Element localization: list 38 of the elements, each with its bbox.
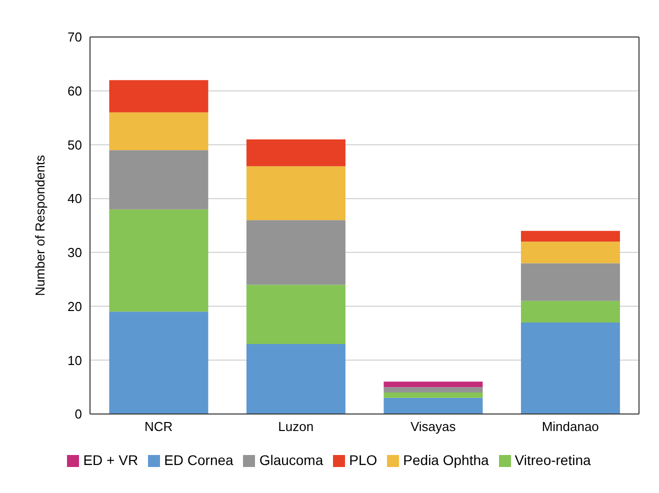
- bar: [384, 398, 483, 414]
- y-axis-title: Number of Respondents: [32, 154, 48, 296]
- bar: [520, 230, 620, 242]
- bar: [246, 344, 346, 414]
- y-tick-label: 40: [68, 191, 82, 206]
- bar: [520, 263, 620, 301]
- bar: [109, 312, 208, 414]
- bar: [520, 300, 620, 322]
- y-tick-label: 50: [68, 137, 82, 152]
- bar: [384, 382, 483, 388]
- bar: [109, 209, 208, 312]
- x-tick-label: Visayas: [410, 419, 456, 434]
- y-tick-label: 10: [68, 352, 82, 368]
- legend-label: Glaucoma: [259, 452, 324, 468]
- y-tick-label: 0: [74, 406, 82, 422]
- bar: [246, 220, 346, 285]
- bar: [109, 150, 208, 210]
- x-tick-label: Luzon: [278, 419, 314, 434]
- y-tick-label: 30: [68, 245, 82, 260]
- y-tick-label: 70: [68, 30, 82, 45]
- bar: [109, 80, 208, 112]
- bar: [384, 392, 483, 398]
- bar: [520, 322, 620, 414]
- legend-label: ED Cornea: [164, 452, 234, 468]
- y-tick-label: 20: [68, 298, 82, 314]
- bar: [384, 387, 483, 392]
- legend-label: ED + VR: [83, 452, 138, 468]
- bar: [109, 112, 208, 150]
- bar: [246, 284, 346, 344]
- y-tick-label: 60: [68, 83, 82, 98]
- legend-label: Pedia Ophtha: [403, 452, 489, 468]
- legend-label: Vitreo-retina: [514, 452, 591, 468]
- bar: [246, 166, 346, 220]
- bar: [520, 242, 620, 264]
- legend-label: PLO: [349, 452, 378, 468]
- x-tick-label: Mindanao: [542, 419, 599, 434]
- bar: [246, 139, 346, 166]
- x-tick-label: NCR: [144, 419, 173, 434]
